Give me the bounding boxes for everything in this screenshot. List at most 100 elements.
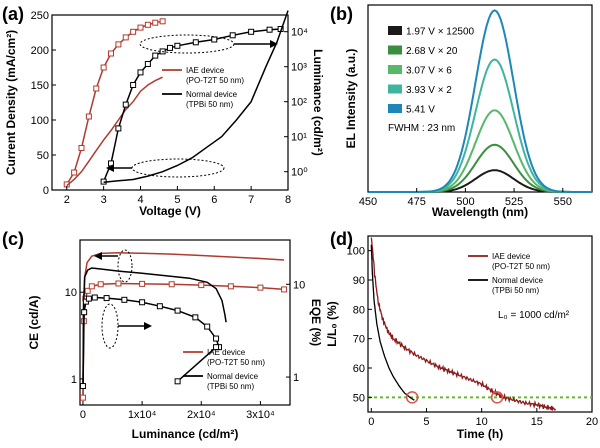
x-tick-label: 3x10⁴ [246, 409, 275, 421]
y-axis-title: Current Density (mA/cm²) [4, 30, 18, 175]
series-point [248, 28, 255, 35]
legend-swatch [388, 26, 402, 35]
x-tick-label: 0 [80, 409, 86, 421]
x-axis-title: Time (h) [457, 427, 503, 441]
series-point [144, 61, 151, 67]
series-point [174, 378, 181, 385]
series-line [66, 76, 163, 187]
series-point [229, 32, 236, 39]
series-point [144, 21, 151, 28]
y-tick-label: 90 [353, 275, 365, 287]
legend-label: (PO-T2T 50 nm) [186, 76, 244, 85]
series-point [204, 323, 211, 330]
x-tick-label: 2x10⁴ [187, 409, 216, 421]
x-tick-label: 4 [137, 194, 143, 206]
legend-label: 2.68 V × 20 [406, 46, 458, 57]
x-tick-label: 8 [285, 194, 291, 206]
legend-label: IAE device [186, 66, 225, 75]
series-point [227, 283, 234, 290]
x-axis-title: Wavelength (nm) [432, 205, 528, 219]
x-tick-label: 5 [174, 194, 180, 206]
lifetime-marker [490, 391, 504, 404]
legend-label: (TPBi 50 nm) [186, 100, 233, 109]
y-tick-label: 50 [353, 392, 365, 404]
series-line [103, 10, 289, 183]
series-point [152, 19, 159, 26]
plot-frame [367, 4, 593, 193]
series-point [152, 52, 159, 59]
series-point [198, 282, 205, 289]
panel-a: 2 3 4 5 6 7 8 0 50 100 150 200 250 10⁰ 10¹ 10² 10³ 10⁴ Vol… [4, 10, 325, 218]
series-point [211, 36, 218, 43]
y-tick-label: 100 [31, 115, 49, 127]
x-tick-label: 10 [476, 416, 488, 428]
plot-frame [367, 235, 593, 413]
y2-tick-label: 10 [293, 279, 305, 291]
arrowhead [106, 164, 114, 172]
legend-swatch [388, 45, 402, 55]
y2-tick-label: 10² [291, 97, 307, 109]
series-point [167, 44, 173, 51]
panel-label-d: (d) [330, 229, 353, 249]
series-point [174, 307, 181, 314]
y-tick-label: 100 [347, 246, 365, 258]
y-tick-label: 10 [65, 287, 77, 299]
series-line [66, 20, 163, 185]
series-point [84, 287, 91, 294]
series-point [122, 34, 129, 41]
legend-swatch [388, 84, 402, 94]
y-tick-label: 1 [71, 374, 77, 386]
series-point [79, 383, 86, 390]
series-point [168, 281, 175, 288]
y2-tick-label: 10¹ [291, 132, 307, 144]
spectrum-line [368, 169, 592, 193]
series-point [174, 42, 181, 49]
y-tick-label: 50 [37, 150, 49, 162]
x-tick-label: 500 [456, 196, 474, 208]
legend-label: IAE device [492, 252, 531, 261]
series-point [281, 286, 288, 293]
series-point [79, 394, 86, 401]
series-point [108, 50, 114, 57]
decay-line [370, 237, 557, 411]
panel-d: 0 5 10 15 20 50 60 70 80 90 100 Time (h) L/L₀ (%) IAE… [325, 235, 598, 441]
legend-label: IAE device [207, 348, 246, 357]
series-point [213, 344, 220, 351]
legend-label: Normal device [207, 372, 259, 381]
legend-swatch [388, 65, 402, 74]
series-point [266, 26, 273, 33]
x-tick-label: 20 [586, 416, 598, 428]
legend-swatch [388, 104, 402, 113]
series-point [81, 309, 88, 316]
series-point [85, 295, 92, 302]
series-point [115, 280, 122, 287]
x-tick-label: 7 [248, 194, 254, 206]
legend-label: 3.07 V × 6 [406, 66, 452, 77]
series-point [192, 39, 199, 46]
spectrum-line [368, 143, 592, 193]
x-tick-label: 475 [408, 196, 426, 208]
x-tick-label: 3 [101, 194, 107, 206]
x-axis-title: Luminance (cd/m²) [132, 427, 239, 441]
panel-label-a: (a) [2, 4, 24, 24]
y-tick-label: 200 [31, 45, 49, 57]
series-point [78, 145, 85, 151]
x-tick-label: 1x10⁴ [128, 409, 157, 421]
y-axis-title: L/L₀ (%) [325, 301, 339, 346]
decay-line [370, 244, 415, 401]
arrowhead [270, 40, 278, 48]
x-axis-title: Voltage (V) [139, 204, 201, 218]
panel-label-c: (c) [2, 229, 24, 249]
series-point [137, 24, 144, 31]
annotation: FWHM : 23 nm [388, 123, 455, 134]
x-tick-label: 450 [359, 196, 377, 208]
legend-label: (PO-T2T 50 nm) [492, 262, 550, 271]
series-point [139, 299, 146, 306]
legend-label: 5.41 V [406, 105, 435, 116]
legend-label: (TPBi 50 nm) [492, 286, 539, 295]
y-tick-label: 60 [353, 363, 365, 375]
x-tick-label: 15 [531, 416, 543, 428]
y-axis-title: EL Intensity (a.u.) [344, 49, 358, 149]
plot-frame [79, 239, 291, 406]
series-point [91, 294, 98, 301]
